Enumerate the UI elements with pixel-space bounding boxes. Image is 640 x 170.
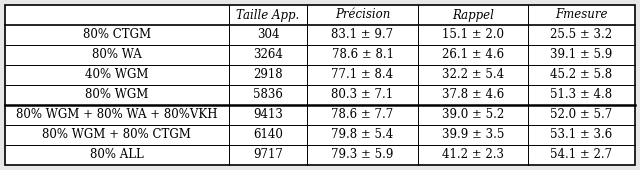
Text: 15.1 ± 2.0: 15.1 ± 2.0	[442, 29, 504, 41]
Text: Fmesure: Fmesure	[555, 8, 608, 21]
Text: 80% CTGM: 80% CTGM	[83, 29, 151, 41]
Text: 45.2 ± 5.8: 45.2 ± 5.8	[550, 69, 612, 81]
Text: 51.3 ± 4.8: 51.3 ± 4.8	[550, 89, 612, 101]
Text: 80% WGM + 80% WA + 80%VKH: 80% WGM + 80% WA + 80%VKH	[16, 108, 218, 122]
Text: 78.6 ± 7.7: 78.6 ± 7.7	[332, 108, 394, 122]
Text: Précision: Précision	[335, 8, 390, 21]
Text: 37.8 ± 4.6: 37.8 ± 4.6	[442, 89, 504, 101]
Text: 41.2 ± 2.3: 41.2 ± 2.3	[442, 149, 504, 162]
Text: 39.9 ± 3.5: 39.9 ± 3.5	[442, 129, 504, 141]
Text: 2918: 2918	[253, 69, 283, 81]
Text: 78.6 ± 8.1: 78.6 ± 8.1	[332, 48, 394, 62]
Text: 39.1 ± 5.9: 39.1 ± 5.9	[550, 48, 612, 62]
Text: 26.1 ± 4.6: 26.1 ± 4.6	[442, 48, 504, 62]
Text: 80% WGM: 80% WGM	[85, 89, 148, 101]
Text: 3264: 3264	[253, 48, 283, 62]
Text: 54.1 ± 2.7: 54.1 ± 2.7	[550, 149, 612, 162]
Text: Taille App.: Taille App.	[236, 8, 300, 21]
Text: 53.1 ± 3.6: 53.1 ± 3.6	[550, 129, 612, 141]
Text: 25.5 ± 3.2: 25.5 ± 3.2	[550, 29, 612, 41]
Text: 80% ALL: 80% ALL	[90, 149, 144, 162]
Text: 304: 304	[257, 29, 279, 41]
Text: 52.0 ± 5.7: 52.0 ± 5.7	[550, 108, 612, 122]
Text: 9717: 9717	[253, 149, 283, 162]
Text: 80% WA: 80% WA	[92, 48, 141, 62]
Text: 80.3 ± 7.1: 80.3 ± 7.1	[332, 89, 394, 101]
Text: 9413: 9413	[253, 108, 283, 122]
Text: 80% WGM + 80% CTGM: 80% WGM + 80% CTGM	[42, 129, 191, 141]
Text: 32.2 ± 5.4: 32.2 ± 5.4	[442, 69, 504, 81]
Text: 79.3 ± 5.9: 79.3 ± 5.9	[332, 149, 394, 162]
Text: 39.0 ± 5.2: 39.0 ± 5.2	[442, 108, 504, 122]
Text: 79.8 ± 5.4: 79.8 ± 5.4	[332, 129, 394, 141]
Text: 6140: 6140	[253, 129, 283, 141]
Text: 77.1 ± 8.4: 77.1 ± 8.4	[332, 69, 394, 81]
Text: Rappel: Rappel	[452, 8, 493, 21]
Text: 40% WGM: 40% WGM	[85, 69, 148, 81]
Text: 83.1 ± 9.7: 83.1 ± 9.7	[332, 29, 394, 41]
Text: 5836: 5836	[253, 89, 283, 101]
